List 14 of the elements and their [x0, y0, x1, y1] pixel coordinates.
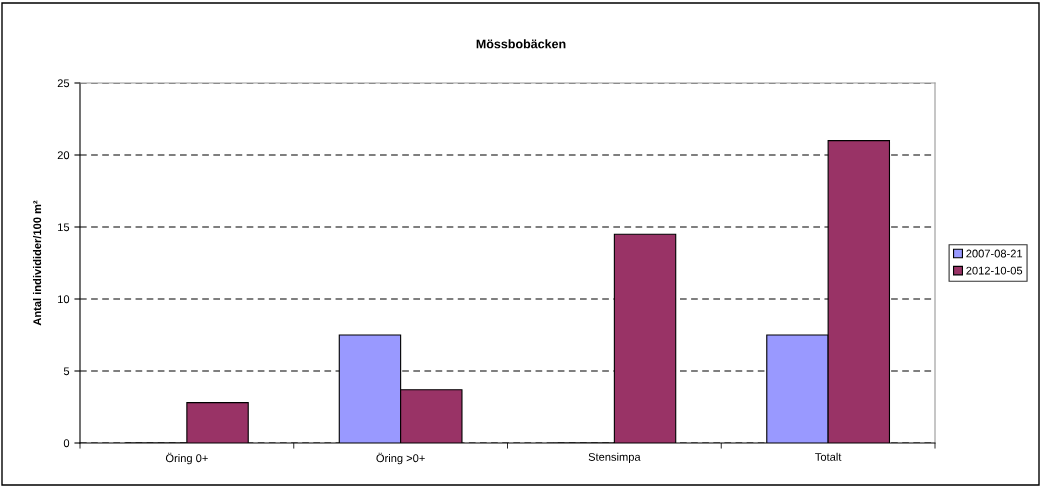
legend-label: 2012-10-05 — [966, 266, 1023, 275]
legend-label: 2007-08-21 — [966, 249, 1023, 258]
x-tick-label: Totalt — [815, 452, 842, 461]
y-tick-label: 25 — [57, 79, 70, 88]
y-tick-label: 10 — [58, 295, 70, 304]
y-axis-title: Antal individider/100 m² — [32, 200, 42, 326]
y-tick-label: 0 — [63, 439, 70, 448]
x-tick-label: Öring >0+ — [376, 452, 425, 465]
y-tick-label: 15 — [58, 223, 70, 232]
x-tick-label: Stensimpa — [588, 452, 641, 464]
y-tick-label: 20 — [57, 151, 70, 160]
y-tick-label: 5 — [63, 367, 70, 376]
x-tick-label: Öring 0+ — [165, 452, 208, 465]
chart-title: Mössbobäcken — [476, 39, 566, 49]
